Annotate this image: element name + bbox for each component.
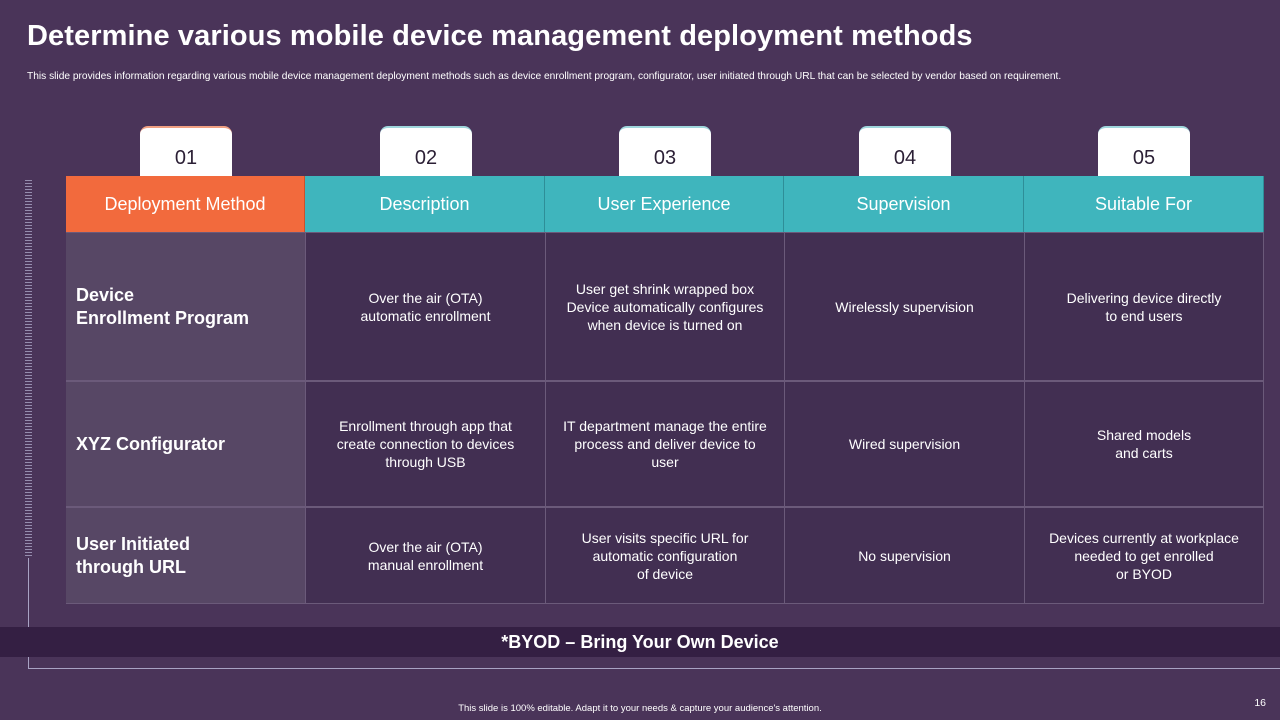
decorative-bottom-line [28, 668, 1280, 669]
row-2-method: XYZ Configurator [66, 381, 305, 507]
page-title: Determine various mobile device manageme… [27, 20, 973, 52]
header-deployment-method: Deployment Method [66, 176, 305, 232]
byod-note-bar: *BYOD – Bring Your Own Device [0, 627, 1280, 657]
number-tab-01: 01 [140, 126, 232, 180]
number-tab-03: 03 [619, 126, 711, 180]
row-1-user-experience: User get shrink wrapped box Device autom… [545, 232, 784, 381]
decorative-dotted-rail [25, 180, 32, 558]
page-subtitle: This slide provides information regardin… [27, 71, 1062, 82]
row-2-description: Enrollment through app that create conne… [305, 381, 545, 507]
header-suitable-for: Suitable For [1024, 176, 1264, 232]
row-3-method: User Initiated through URL [66, 507, 305, 604]
row-2-suitable-for: Shared models and carts [1024, 381, 1264, 507]
row-3-user-experience: User visits specific URL for automatic c… [545, 507, 784, 604]
row-1-supervision: Wirelessly supervision [784, 232, 1024, 381]
number-tab-05: 05 [1098, 126, 1190, 180]
row-1-description: Over the air (OTA) automatic enrollment [305, 232, 545, 381]
row-3-description: Over the air (OTA) manual enrollment [305, 507, 545, 604]
deployment-methods-table: Deployment Method Description User Exper… [66, 176, 1264, 604]
row-1-method: Device Enrollment Program [66, 232, 305, 381]
decorative-rail-line [28, 558, 29, 669]
row-1-suitable-for: Delivering device directly to end users [1024, 232, 1264, 381]
number-tab-04: 04 [859, 126, 951, 180]
footer-text: This slide is 100% editable. Adapt it to… [458, 703, 822, 714]
header-supervision: Supervision [784, 176, 1024, 232]
row-2-user-experience: IT department manage the entire process … [545, 381, 784, 507]
row-2-supervision: Wired supervision [784, 381, 1024, 507]
header-user-experience: User Experience [545, 176, 784, 232]
byod-note-text: *BYOD – Bring Your Own Device [501, 631, 779, 652]
row-3-suitable-for: Devices currently at workplace needed to… [1024, 507, 1264, 604]
number-tab-02: 02 [380, 126, 472, 180]
header-description: Description [305, 176, 545, 232]
row-3-supervision: No supervision [784, 507, 1024, 604]
page-number: 16 [1254, 697, 1266, 709]
